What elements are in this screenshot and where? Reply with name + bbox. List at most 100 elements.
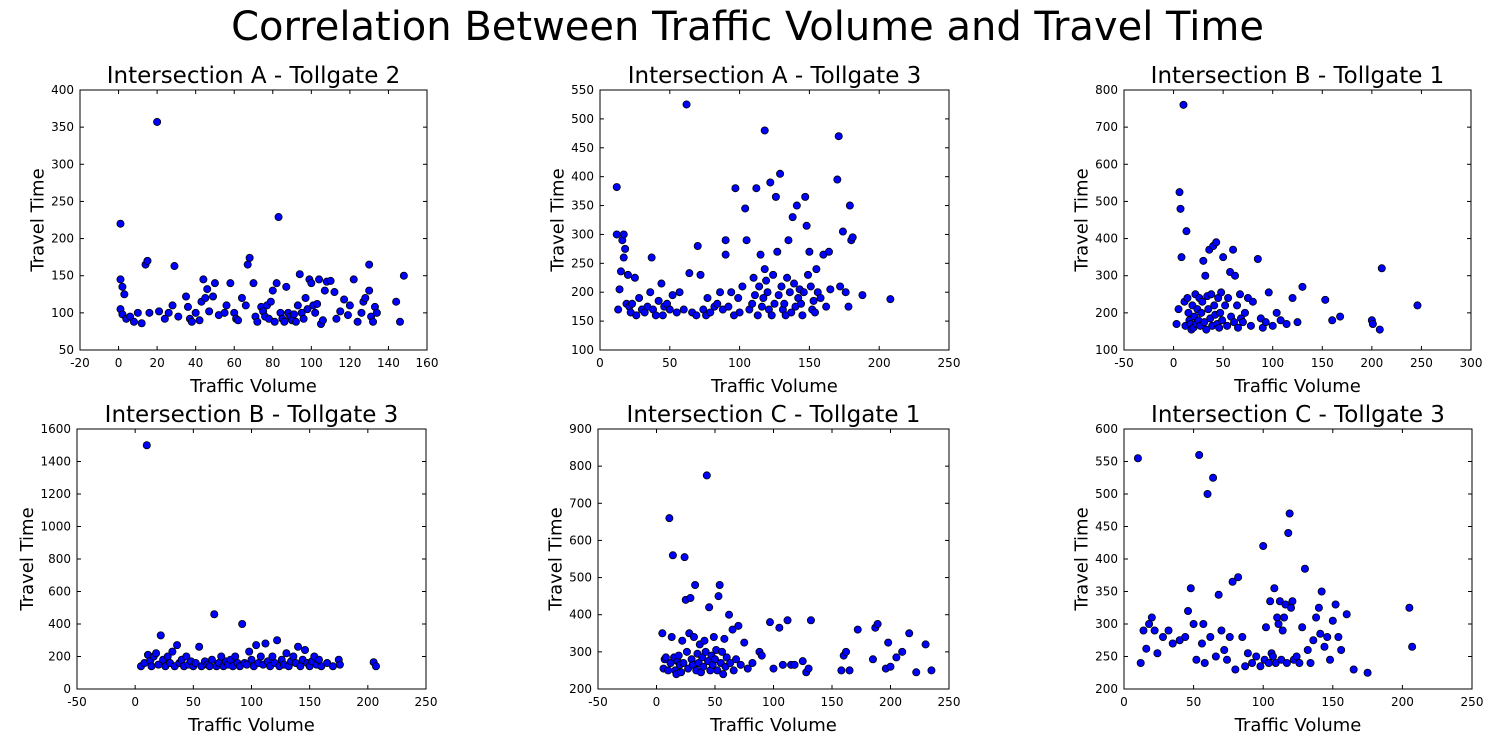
data-point [898,647,907,656]
data-point [1211,652,1220,661]
y-tick-label: 600 [569,533,592,547]
data-point [182,652,191,661]
data-point [1217,288,1226,297]
data-point [742,236,751,245]
data-point [784,236,793,245]
data-point [209,292,218,301]
data-point [217,652,226,661]
data-point [174,312,183,321]
data-point [678,636,687,645]
data-point [187,317,196,326]
x-tick-label: 100 [300,356,323,370]
data-point [336,307,345,316]
data-point [330,288,339,297]
data-point [816,293,825,302]
y-tick-label: 400 [1095,552,1118,566]
y-tick-label: 500 [1095,194,1118,208]
y-tick-label: 100 [51,306,74,320]
data-point [844,302,853,311]
data-point [1287,603,1296,612]
x-tick-label: 100 [762,695,785,709]
data-point [1413,301,1422,310]
data-point [709,633,718,642]
data-point [1405,603,1414,612]
data-point [1261,318,1270,327]
data-point [628,299,637,308]
data-point [1192,655,1201,664]
y-tick-label: 0 [63,682,71,696]
data-point [725,610,734,619]
data-point [1172,319,1181,328]
data-point [1197,639,1206,648]
data-point [616,267,625,276]
data-point [749,273,758,282]
data-point [195,642,204,651]
data-point [802,221,811,230]
data-point [133,308,142,317]
x-tick-label: 50 [707,695,722,709]
subplot-title: Intersection B - Tollgate 3 [105,402,399,428]
subplot-title: Intersection C - Tollgate 3 [1151,402,1445,428]
data-point [238,620,247,629]
x-axis-label: Traffic Volume [1234,715,1362,736]
y-axis-label: Travel Time [28,168,49,272]
data-point [1183,293,1192,302]
data-point [1273,613,1282,622]
y-tick-label: 150 [51,269,74,283]
data-point [777,282,786,291]
data-point [1217,626,1226,635]
data-point [1206,633,1215,642]
data-point [120,290,129,299]
data-point [145,308,154,317]
data-point [1215,323,1224,332]
data-point [328,662,337,671]
data-point [160,314,169,323]
data-point [294,642,303,651]
data-point [921,640,930,649]
data-point [858,291,867,300]
data-point [183,302,192,311]
data-point [1266,597,1275,606]
y-axis-label: Travel Time [546,507,567,611]
data-point [698,653,707,662]
data-point [822,302,831,311]
x-tick-label: -20 [70,356,90,370]
data-point [1200,659,1209,668]
x-tick-label: 0 [131,695,139,709]
data-point [1231,271,1240,280]
data-point [762,276,771,285]
data-point [905,629,914,638]
data-point [326,276,335,285]
data-point [1214,590,1223,599]
data-point [1219,253,1228,262]
data-point [372,308,381,317]
data-point [1210,301,1219,310]
x-tick-label: 0 [596,356,604,370]
data-point [734,621,743,630]
data-point [1186,584,1195,593]
data-point [1280,613,1289,622]
x-tick-label: 150 [1311,356,1334,370]
data-point [195,316,204,325]
data-point [1235,290,1244,299]
data-point [143,256,152,265]
data-point [280,317,289,326]
data-point [738,282,747,291]
data-point [837,666,846,675]
data-point [1328,616,1337,625]
data-point [1342,610,1351,619]
data-point [210,610,219,619]
data-point [727,288,736,297]
y-tick-label: 300 [51,157,74,171]
data-point [1248,659,1257,668]
data-point [1259,542,1268,551]
data-point [332,314,341,323]
data-point [1278,626,1287,635]
data-point [806,282,815,291]
data-point [804,664,813,673]
data-point [153,117,162,126]
data-point [792,201,801,210]
data-point [1184,607,1193,616]
x-tick-label: 100 [240,695,263,709]
x-tick-label: 300 [1460,356,1483,370]
